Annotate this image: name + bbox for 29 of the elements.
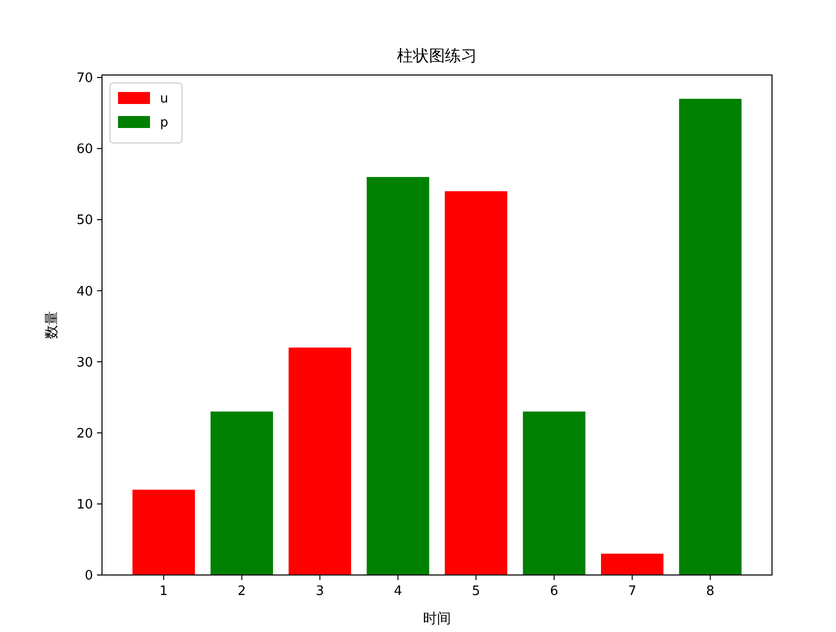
legend-label: u bbox=[160, 92, 168, 107]
legend-label: p bbox=[160, 116, 168, 131]
bar bbox=[444, 191, 508, 575]
x-tick-label: 1 bbox=[160, 584, 168, 599]
y-tick-label: 0 bbox=[84, 568, 93, 584]
bar bbox=[522, 412, 586, 575]
bar bbox=[679, 98, 742, 575]
x-tick-label: 7 bbox=[628, 584, 636, 599]
bar bbox=[600, 554, 664, 575]
y-tick-label: 40 bbox=[76, 284, 93, 300]
x-axis-title: 时间 bbox=[423, 611, 451, 627]
y-tick-label: 60 bbox=[76, 142, 93, 158]
bar bbox=[366, 176, 430, 575]
y-tick-label: 50 bbox=[76, 213, 93, 228]
bar bbox=[210, 412, 274, 575]
x-tick-label: 6 bbox=[550, 584, 558, 599]
chart-title: 柱状图练习 bbox=[397, 46, 477, 65]
bar bbox=[288, 348, 352, 575]
y-tick-label: 70 bbox=[76, 71, 93, 86]
y-tick-label: 10 bbox=[76, 497, 93, 512]
x-tick-label: 2 bbox=[238, 584, 246, 599]
y-tick-label: 30 bbox=[76, 355, 93, 370]
x-tick-label: 5 bbox=[472, 584, 480, 599]
y-tick-label: 20 bbox=[76, 426, 93, 442]
bar bbox=[132, 490, 195, 575]
x-tick-label: 4 bbox=[394, 584, 402, 599]
y-axis-title: 数量 bbox=[44, 311, 60, 339]
x-tick-label: 8 bbox=[706, 584, 714, 599]
x-tick-label: 3 bbox=[316, 584, 324, 599]
